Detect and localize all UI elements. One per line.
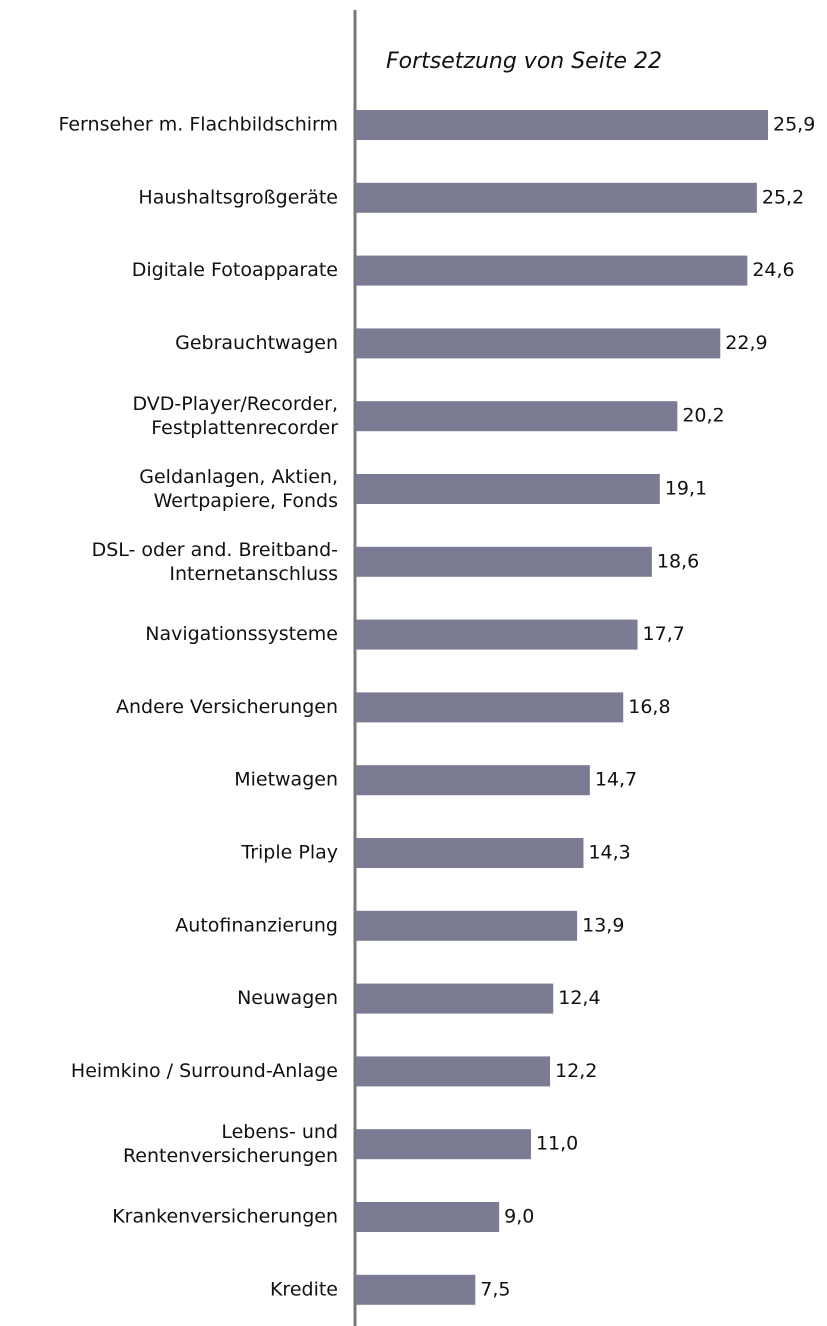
bar [356,619,638,650]
value-label: 18,6 [657,550,699,572]
category-label: Navigationssysteme [145,623,338,645]
bar [356,546,652,577]
bar [356,983,554,1014]
value-label: 12,2 [555,1060,597,1082]
category-label: Andere Versicherungen [116,696,338,718]
bar [356,765,590,796]
value-label: 14,7 [595,769,637,791]
bar [356,910,578,941]
value-label: 7,5 [480,1278,510,1300]
annotation: Fortsetzung von Seite 22 [386,49,662,74]
bar [356,474,660,504]
category-label-line: Internetanschluss [169,562,338,584]
bar [356,1274,476,1305]
category-label: Mietwagen [234,769,338,791]
bar [356,182,757,213]
value-label: 19,1 [665,478,707,500]
category-label-line: Festplattenrecorder [151,417,338,439]
value-label: 12,4 [558,987,600,1009]
category-label: DSL- oder and. Breitband-Internetanschlu… [92,538,338,584]
category-label: Heimkino / Surround-Anlage [71,1060,338,1082]
category-label-line: DVD-Player/Recorder, [133,393,339,415]
category-label: Neuwagen [237,987,338,1009]
category-label-line: Geldanlagen, Aktien, [139,466,338,488]
category-label: Triple Play [240,842,338,864]
value-label: 25,9 [773,114,815,136]
bar [356,328,721,359]
bar [356,1056,551,1087]
category-label: Lebens- und Rentenversicherungen [123,1121,338,1167]
bar [356,255,748,286]
category-label-line: DSL- oder and. Breitband- [92,538,338,560]
category-label-line: Rentenversicherungen [123,1145,338,1167]
bar [356,110,768,140]
value-label: 13,9 [582,914,624,936]
category-label: DVD-Player/Recorder, Festplattenrecorder [133,393,339,439]
value-label: 14,3 [588,842,630,864]
bar [356,838,584,868]
category-label-line: Lebens- und [221,1121,338,1143]
category-label: Haushaltsgroßgeräte [138,186,338,208]
bar [356,692,624,723]
category-label: Fernseher m. Flachbildschirm [58,114,338,136]
value-label: 22,9 [725,332,767,354]
category-label: Krankenversicherungen [112,1206,338,1228]
category-label: Autofinanzierung [175,914,338,936]
bar [356,401,678,432]
bar [356,1129,531,1160]
category-label: Gebrauchtwagen [175,332,338,354]
category-label: Digitale Fotoapparate [132,259,338,281]
value-label: 16,8 [628,696,670,718]
category-label-line: Wertpapiere, Fonds [154,490,338,512]
value-label: 9,0 [504,1206,534,1228]
value-label: 11,0 [536,1133,578,1155]
value-label: 20,2 [682,405,724,427]
bar [356,1202,500,1232]
category-label: Kredite [270,1278,338,1300]
value-label: 25,2 [762,186,804,208]
value-label: 17,7 [643,623,685,645]
value-label: 24,6 [752,259,794,281]
category-label: Geldanlagen, Aktien, Wertpapiere, Fonds [139,466,338,512]
